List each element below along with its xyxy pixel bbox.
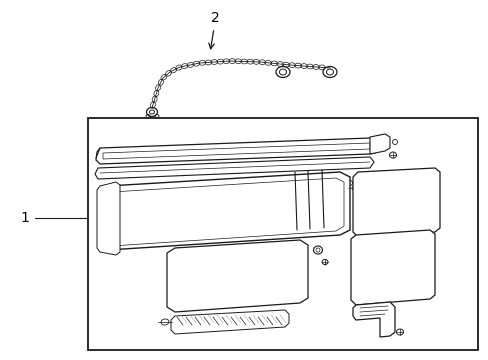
Polygon shape — [97, 182, 120, 255]
Polygon shape — [167, 240, 307, 312]
Polygon shape — [352, 302, 394, 337]
Polygon shape — [100, 172, 349, 250]
Text: 1: 1 — [20, 211, 29, 225]
Polygon shape — [369, 134, 389, 154]
Polygon shape — [350, 230, 434, 305]
Text: 2: 2 — [210, 11, 219, 25]
Bar — [88, 118, 477, 350]
Polygon shape — [352, 168, 439, 237]
Polygon shape — [95, 157, 373, 179]
Polygon shape — [171, 310, 288, 334]
Polygon shape — [96, 138, 379, 164]
